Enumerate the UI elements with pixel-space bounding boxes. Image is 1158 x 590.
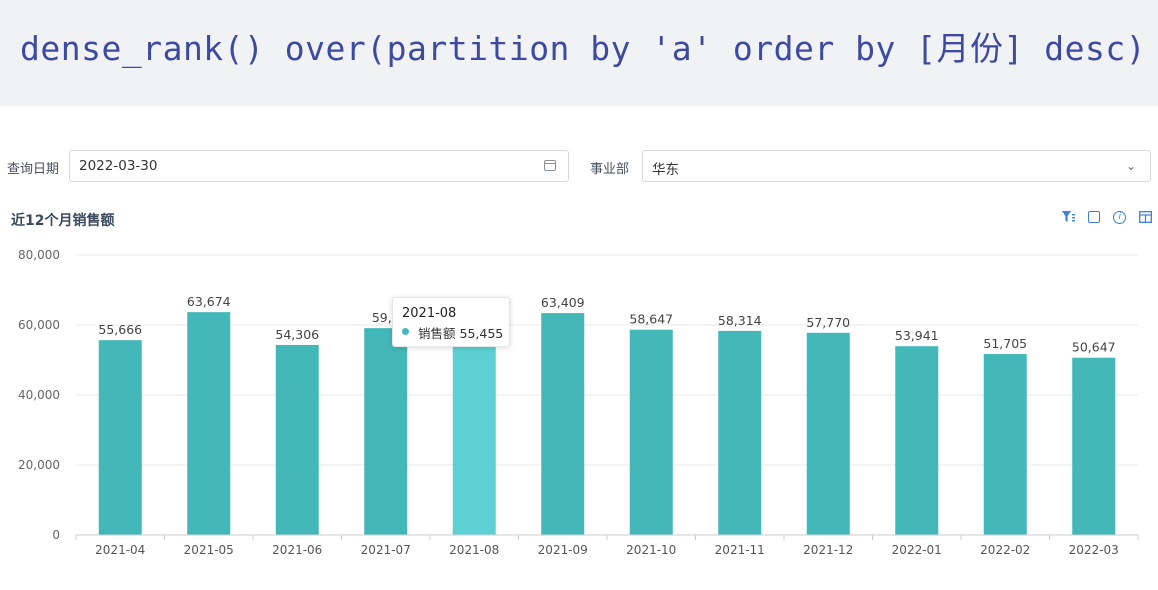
x-tick-label: 2021-12 [803,543,853,557]
calendar-icon [544,160,556,171]
axis-layer: 0 20,000 40,000 60,000 80,000 2021-04 2021-05 2… [18,248,1139,557]
tooltip-title: 2021-08 [402,306,457,321]
bar-2021-06[interactable] [275,344,319,535]
bar-2022-03[interactable] [1072,357,1116,535]
x-tick-label: 2021-05 [184,543,234,557]
dept-select[interactable]: 华东 ⌄ [642,150,1151,182]
x-tick-label: 2021-10 [626,543,676,557]
tooltip-entry: 销售额 55,455 [418,323,503,342]
tooltip-value: 55,455 [459,326,504,341]
dept-value: 华东 [652,162,679,178]
data-label-2021-11: 58,314 [718,313,762,328]
bar-2021-07[interactable] [364,328,408,535]
x-tick-label: 2022-02 [980,543,1030,557]
y-tick-label: 80,000 [18,248,60,262]
data-label-2021-10: 58,647 [629,312,673,327]
y-tick-label: 0 [52,528,60,542]
tooltip-series-name: 销售额 [418,326,456,341]
x-tick-label: 2021-07 [361,543,411,557]
data-label-2022-03: 50,647 [1072,340,1116,355]
chart-toolbar: i [1056,206,1158,228]
bar-2021-10[interactable] [629,329,673,535]
data-label-2022-01: 53,941 [895,328,939,343]
tooltip-series-dot [402,328,409,335]
data-label-2021-04: 55,666 [98,322,142,337]
filter-icon[interactable] [1062,210,1076,224]
bar-2022-02[interactable] [983,354,1027,535]
bar-2021-09[interactable] [541,313,585,535]
code-expression: dense_rank() over(partition by 'a' order… [20,29,1147,68]
y-tick-label: 60,000 [18,318,60,332]
fullscreen-icon[interactable] [1087,210,1101,224]
bar-2021-08[interactable] [452,340,496,535]
grid-layer [76,254,1138,466]
bar-2021-12[interactable] [806,332,850,535]
chevron-down-icon: ⌄ [1125,159,1136,173]
data-label-2022-02: 51,705 [983,336,1027,351]
code-banner: dense_rank() over(partition by 'a' order… [0,0,1158,106]
x-tick-label: 2021-04 [95,543,145,557]
data-label-2021-05: 63,674 [187,294,231,309]
x-tick-label: 2021-11 [715,543,765,557]
date-value: 2022-03-30 [79,158,158,174]
data-label-2021-09: 63,409 [541,295,585,310]
data-label-2021-06: 54,306 [275,327,319,342]
bars-layer [98,312,1116,535]
chart-tooltip: 2021-08 销售额 55,455 [392,297,510,347]
bar-2022-01[interactable] [895,346,939,535]
x-tick-label: 2022-03 [1069,543,1119,557]
date-picker[interactable]: 2022-03-30 [69,150,569,182]
x-tick-label: 2022-01 [892,543,942,557]
x-tick-label: 2021-06 [272,543,322,557]
export-icon[interactable] [1138,210,1152,224]
info-icon[interactable]: i [1113,210,1127,224]
y-tick-label: 20,000 [18,458,60,472]
y-tick-label: 40,000 [18,388,60,402]
bar-2021-04[interactable] [98,340,142,535]
bar-2021-11[interactable] [718,330,762,535]
chart-title: 近12个月销售额 [11,213,115,229]
bar-2021-05[interactable] [187,312,231,535]
x-tick-label: 2021-09 [538,543,588,557]
x-tick-label: 2021-08 [449,543,499,557]
dept-filter-label: 事业部 [590,162,630,177]
date-filter-label: 查询日期 [7,162,60,177]
data-label-2021-12: 57,770 [806,315,850,330]
